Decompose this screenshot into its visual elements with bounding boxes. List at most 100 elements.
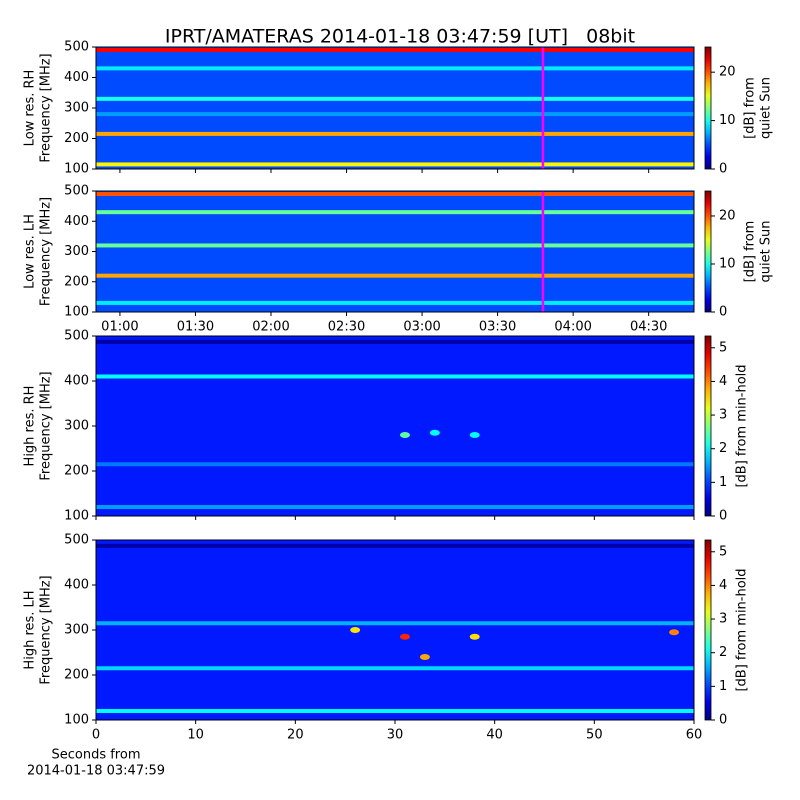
colorbar-tick-label: 20 [719, 208, 736, 223]
heatmap-band [96, 243, 694, 248]
y-axis-label: High res. RH [23, 386, 38, 467]
colorbar-tick-label: 10 [719, 256, 736, 271]
y-tick-label: 100 [64, 162, 89, 177]
heatmap-band [96, 210, 694, 215]
heatmap-band [96, 709, 694, 713]
heatmap-spot [399, 633, 410, 640]
x-tick-label: 04:00 [554, 320, 591, 335]
y-tick-label: 500 [64, 40, 89, 55]
colorbar-label: [dB] from [743, 221, 758, 283]
y-axis-label: High res. LH [23, 590, 38, 669]
heatmap-background [96, 540, 694, 720]
heatmap-spot [469, 633, 480, 640]
x-axis-label: 2014-01-18 03:47:59 [27, 764, 165, 779]
heatmap-band [96, 543, 694, 548]
x-axis-label: Seconds from [51, 748, 140, 763]
heatmap-background [96, 191, 694, 312]
colorbar-tick-label: 3 [719, 612, 727, 627]
y-tick-label: 200 [64, 464, 89, 479]
colorbar-tick-label: 1 [719, 475, 727, 490]
y-tick-label: 400 [64, 374, 89, 389]
colorbar-tick-label: 2 [719, 645, 727, 660]
colorbar [704, 335, 712, 517]
colorbar-tick-label: 0 [719, 162, 727, 177]
y-tick-label: 300 [64, 101, 89, 116]
x-tick-label: 02:30 [328, 320, 365, 335]
colorbar-tick-label: 0 [719, 509, 727, 524]
heatmap-band [96, 339, 694, 344]
heatmap-spot [419, 654, 430, 660]
heatmap-band [96, 131, 694, 136]
colorbar-tick-label: 20 [719, 65, 736, 80]
heatmap-spot [350, 627, 361, 633]
colorbar-tick-label: 0 [719, 713, 727, 728]
heatmap-background [96, 336, 694, 516]
colorbar [704, 539, 712, 721]
y-tick-label: 300 [64, 419, 89, 434]
y-tick-label: 400 [64, 578, 89, 593]
heatmap-band [96, 505, 694, 509]
y-tick-label: 500 [64, 533, 89, 548]
colorbar-tick-label: 5 [719, 544, 727, 559]
colorbar-label: [dB] from min-hold [735, 364, 750, 487]
heatmap-band [96, 112, 694, 117]
heatmap-band [96, 621, 694, 626]
y-tick-label: 100 [64, 713, 89, 728]
y-axis-label: Frequency [MHz] [39, 197, 54, 306]
y-axis-label: Low res. LH [23, 214, 38, 289]
heatmap-band [96, 66, 694, 71]
x-tick-label: 01:00 [101, 320, 138, 335]
heatmap-spot [669, 629, 680, 636]
colorbar-tick-label: 4 [719, 374, 727, 389]
heatmap-spot [469, 432, 480, 438]
heatmap-background [96, 47, 694, 169]
y-tick-label: 400 [64, 70, 89, 85]
heatmap-band [96, 192, 694, 197]
heatmap-band [96, 300, 694, 305]
x-tick-label: 10 [187, 728, 204, 743]
x-tick-label: 60 [686, 728, 703, 743]
colorbar [704, 46, 712, 170]
y-tick-label: 400 [64, 214, 89, 229]
heatmap-band [96, 374, 694, 379]
y-axis-label: Low res. RH [23, 70, 38, 147]
heatmap-band [96, 96, 694, 101]
x-tick-label: 30 [387, 728, 404, 743]
y-tick-label: 200 [64, 131, 89, 146]
x-tick-label: 20 [287, 728, 304, 743]
heatmap-band [96, 162, 694, 167]
colorbar-tick-label: 4 [719, 578, 727, 593]
y-axis-label: Frequency [MHz] [39, 53, 54, 162]
x-tick-label: 03:00 [403, 320, 440, 335]
y-tick-label: 100 [64, 305, 89, 320]
y-tick-label: 500 [64, 329, 89, 344]
heatmap-band [96, 666, 694, 671]
heatmap-band [96, 48, 694, 53]
heatmap-band [96, 462, 694, 467]
x-tick-label: 0 [92, 728, 100, 743]
heatmap-spot [399, 432, 410, 438]
colorbar-tick-label: 3 [719, 408, 727, 423]
chart-title: IPRT/AMATERAS 2014-01-18 03:47:59 [UT] 0… [165, 26, 635, 48]
colorbar [704, 190, 712, 313]
colorbar-tick-label: 1 [719, 679, 727, 694]
y-tick-label: 300 [64, 244, 89, 259]
x-tick-label: 01:30 [177, 320, 214, 335]
x-tick-label: 50 [586, 728, 603, 743]
colorbar-label: quiet Sun [759, 77, 774, 139]
colorbar-label: [dB] from [743, 77, 758, 139]
colorbar-tick-label: 2 [719, 441, 727, 456]
y-tick-label: 100 [64, 509, 89, 524]
x-tick-label: 40 [486, 728, 503, 743]
y-axis-label: Frequency [MHz] [39, 575, 54, 684]
heatmap-band [96, 273, 694, 278]
y-tick-label: 500 [64, 184, 89, 199]
colorbar-tick-label: 5 [719, 340, 727, 355]
x-tick-label: 04:30 [630, 320, 667, 335]
y-tick-label: 200 [64, 668, 89, 683]
colorbar-label: [dB] from min-hold [735, 568, 750, 691]
y-tick-label: 200 [64, 274, 89, 289]
y-tick-label: 300 [64, 623, 89, 638]
heatmap-spot [429, 429, 440, 436]
x-tick-label: 03:30 [479, 320, 516, 335]
